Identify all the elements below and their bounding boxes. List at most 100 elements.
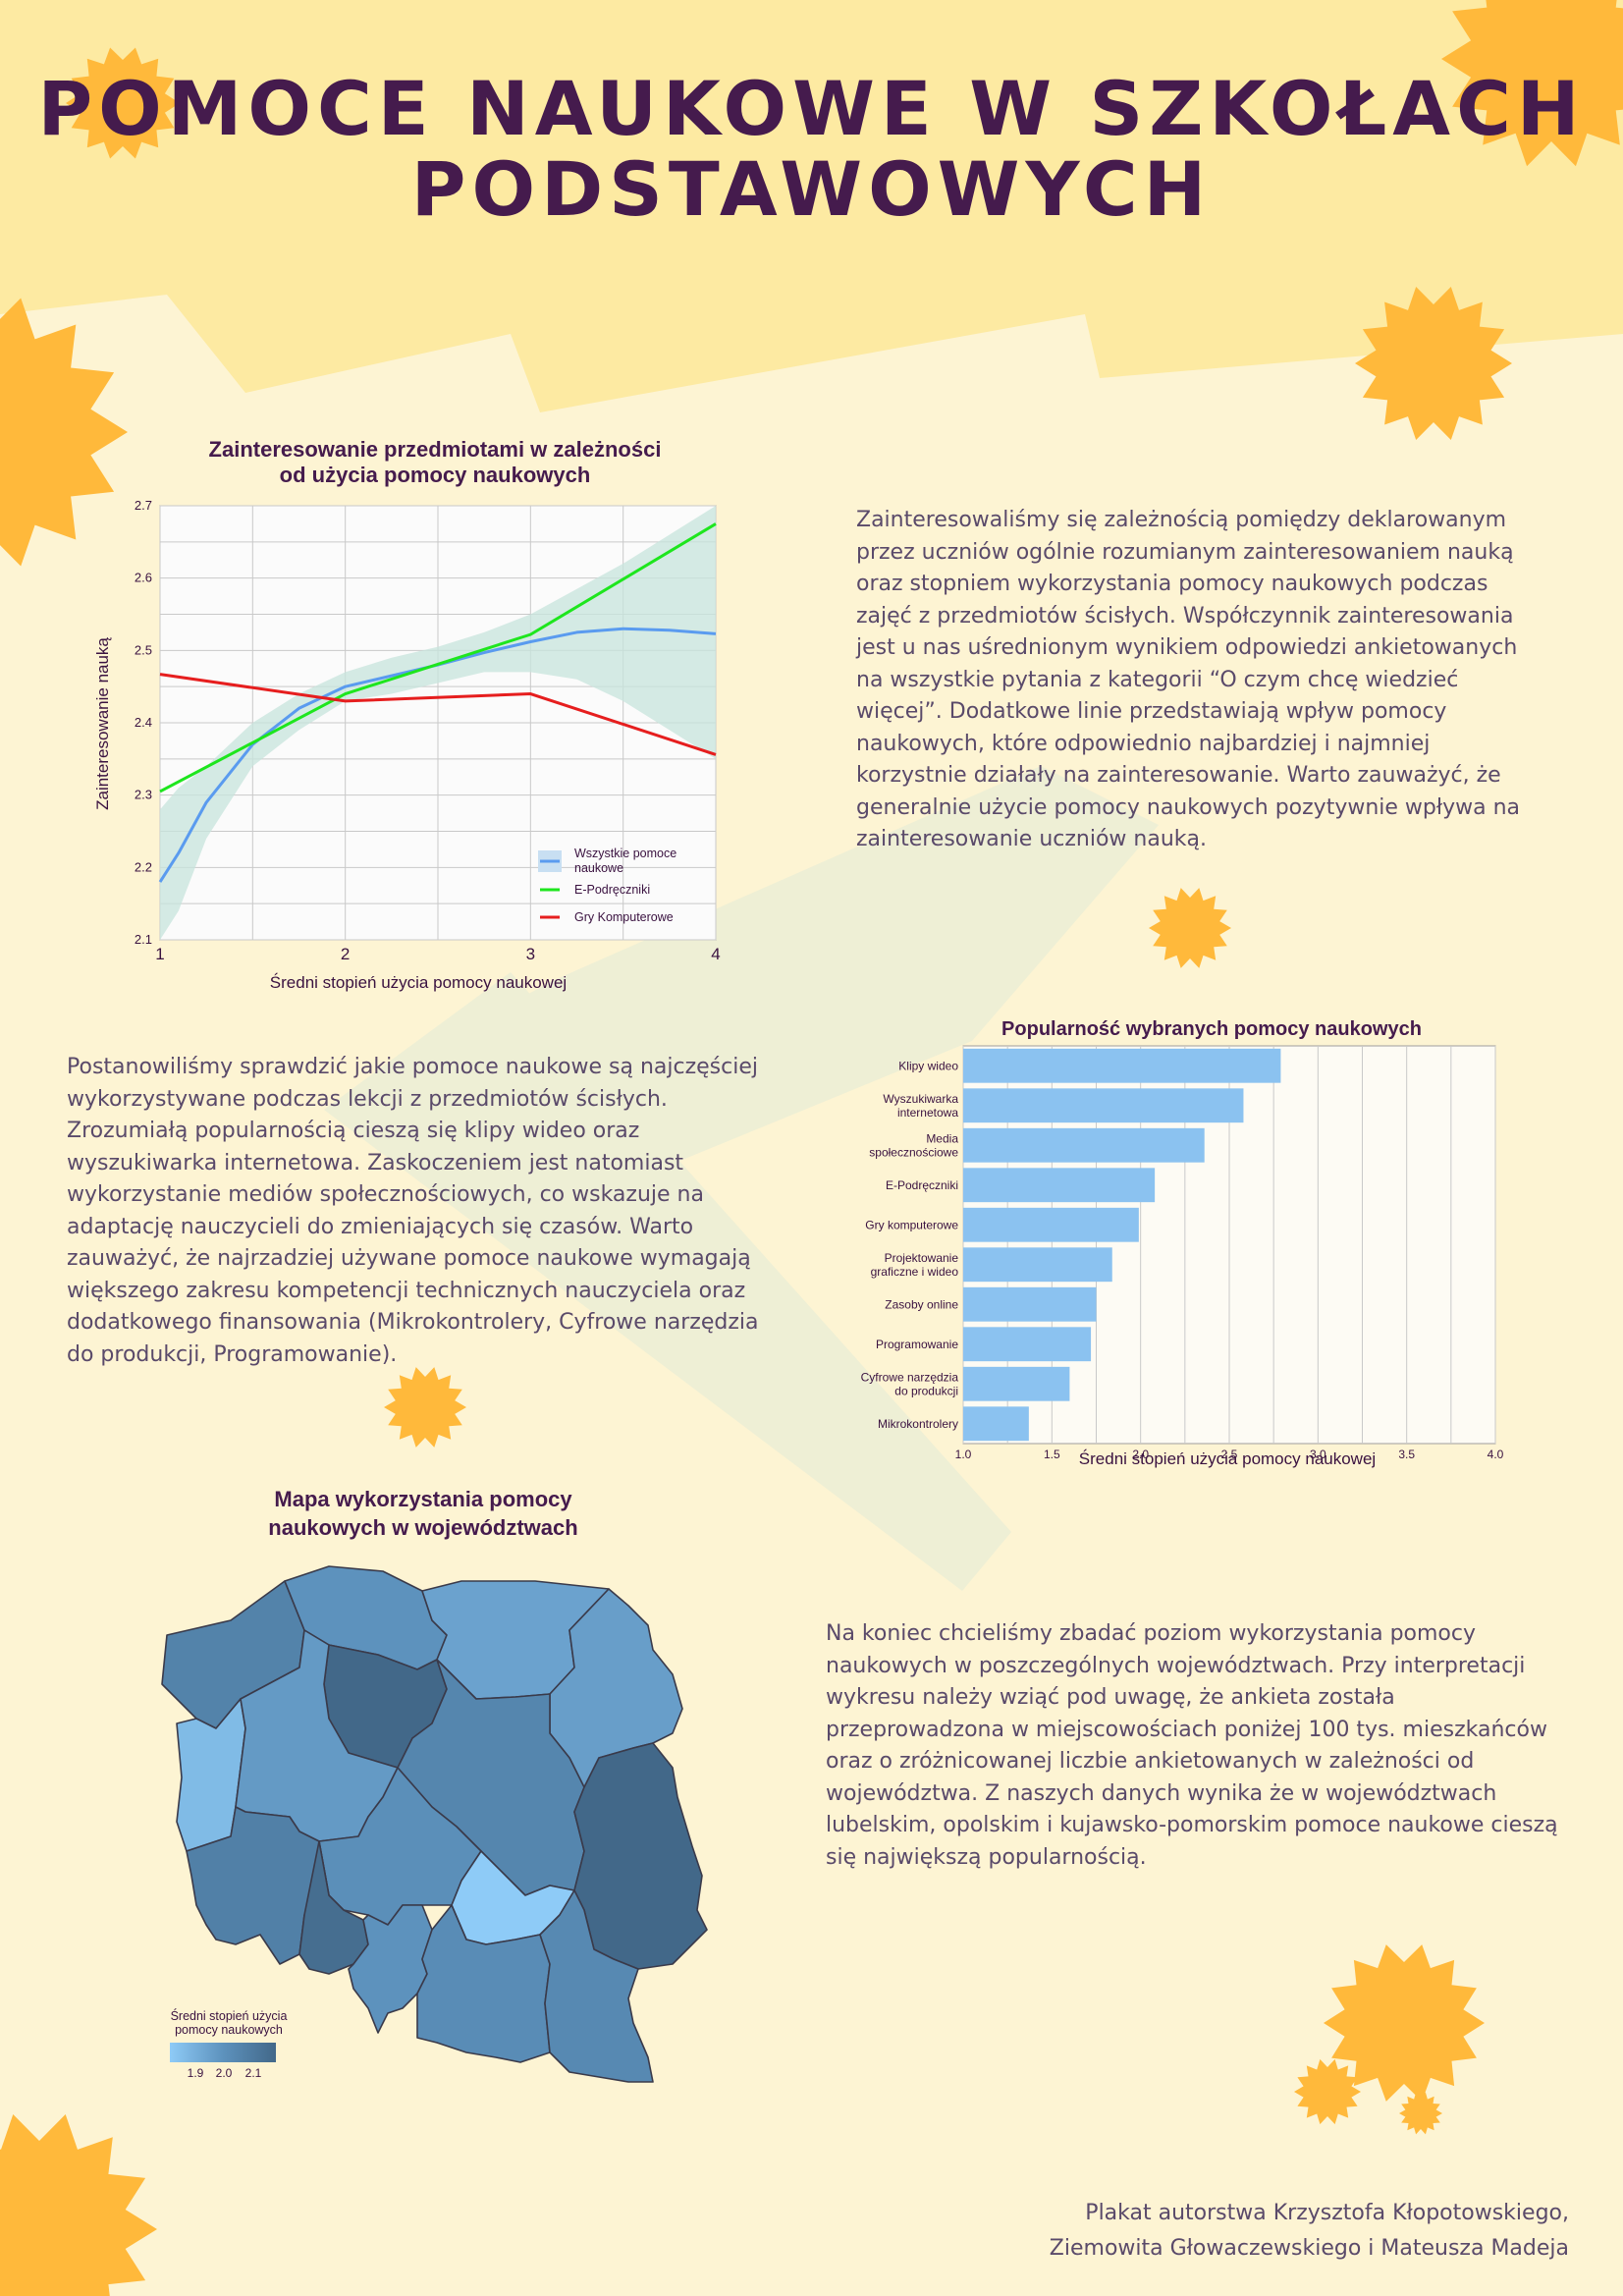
paragraph-interest: Zainteresowaliśmy się zależnością pomięd… — [856, 508, 1521, 851]
sun-top-left — [66, 47, 180, 159]
sun-bottom-right-big — [1324, 1944, 1485, 2102]
series-line-2 — [159, 673, 717, 756]
y-tick-label: 2.7 — [135, 498, 152, 513]
x-tick-label: 3.0 — [1310, 1448, 1326, 1461]
popularity-bar-chart: Popularność wybranych pomocy naukowych K… — [861, 1018, 1504, 1468]
sun-bottom-left — [0, 2114, 157, 2296]
bar — [963, 1366, 1070, 1401]
line-chart-title-line-1: Zainteresowanie przedmiotami w zależnośc… — [209, 437, 662, 462]
x-tick-label: 4 — [711, 945, 720, 963]
top-yellow-band — [0, 0, 1623, 412]
x-tick-label: 1.5 — [1044, 1448, 1060, 1461]
map-legend-colorbar — [170, 2043, 276, 2062]
x-tick-label: 2.0 — [1132, 1448, 1149, 1461]
x-tick-label: 2.5 — [1221, 1448, 1238, 1461]
category-label: społecznościowe — [869, 1145, 958, 1159]
line-chart-title-line-2: od użycia pomocy naukowych — [280, 463, 591, 487]
bar — [963, 1048, 1281, 1083]
confidence-band — [160, 506, 716, 940]
category-label: Projektowanie — [885, 1251, 959, 1265]
region-dolnoslaskie[interactable] — [186, 1806, 330, 1965]
bar-chart-x-axis-label: Średni stopień użycia pomocy naukowej — [1079, 1449, 1376, 1468]
line-chart-x-ticks: 1 2 3 4 — [155, 945, 720, 963]
map-legend: Średni stopień użycia pomocy naukowych 1… — [170, 2008, 287, 2080]
y-tick-label: 2.4 — [135, 715, 152, 730]
title-line-1: POMOCE NAUKOWE W SZKOŁACH — [37, 65, 1586, 152]
x-tick-label: 4.0 — [1488, 1448, 1504, 1461]
credits-line-2: Ziemowita Głowaczewskiego i Mateusza Mad… — [1049, 2236, 1569, 2261]
region-podkarpackie[interactable] — [539, 1889, 654, 2083]
map-title-line-1: Mapa wykorzystania pomocy — [274, 1487, 572, 1511]
sun-small-left — [384, 1367, 466, 1448]
map-legend-tick-2: 2.0 — [216, 2066, 233, 2080]
legend-label-all-aids-1: Wszystkie pomoce — [574, 847, 676, 860]
y-tick-label: 2.3 — [135, 788, 152, 802]
series-line-1 — [159, 522, 717, 793]
category-label: Media — [926, 1131, 958, 1145]
credits: Plakat autorstwa Krzysztofa Kłopotowskie… — [1050, 2196, 1569, 2267]
region-slaskie[interactable] — [348, 1904, 433, 2034]
bar-chart-bars — [963, 1048, 1281, 1442]
line-chart-x-axis-label: Średni stopień użycia pomocy naukowej — [270, 973, 567, 992]
x-tick-label: 1 — [155, 945, 164, 963]
bar — [963, 1168, 1156, 1203]
line-chart-series — [158, 522, 717, 883]
map-regions — [161, 1565, 708, 2083]
map-legend-title-line-1: Średni stopień użycia — [171, 2008, 288, 2023]
category-label: Programowanie — [876, 1338, 958, 1351]
paragraph-popularity: Postanowiliśmy sprawdzić jakie pomoce na… — [67, 1055, 759, 1367]
line-chart-y-ticks: 2.1 2.2 2.3 2.4 2.5 2.6 2.7 — [135, 498, 152, 947]
map-legend-title-line-2: pomocy naukowych — [175, 2023, 283, 2037]
category-label: Wyszukiwarka — [883, 1092, 958, 1106]
category-label: E-Podręczniki — [886, 1178, 958, 1192]
paragraph-map: Na koniec chcieliśmy zbadać poziom wykor… — [826, 1621, 1558, 1870]
category-label: Mikrokontrolery — [878, 1417, 958, 1431]
bar — [963, 1406, 1029, 1442]
line-chart-confidence-band — [160, 506, 716, 940]
x-tick-label: 2 — [341, 945, 350, 963]
x-tick-label: 3.5 — [1398, 1448, 1415, 1461]
category-label: Gry komputerowe — [865, 1218, 958, 1231]
y-tick-label: 2.2 — [135, 859, 152, 874]
sun-small-right — [1149, 888, 1231, 968]
sun-left-edge — [0, 298, 128, 567]
page-title: POMOCE NAUKOWE W SZKOŁACH PODSTAWOWYCH — [0, 69, 1623, 230]
sun-bottom-right-small — [1294, 2058, 1361, 2125]
map-title-line-2: naukowych w województwach — [268, 1515, 577, 1540]
bar-chart-x-ticks: 1.0 1.5 2.0 2.5 3.0 3.5 4.0 — [955, 1448, 1504, 1461]
line-chart-y-axis-label: Zainteresowanie nauką — [93, 637, 112, 810]
interest-line-chart: Zainteresowanie przedmiotami w zależnośc… — [93, 437, 721, 992]
y-tick-label: 2.1 — [135, 932, 152, 947]
line-chart-legend: Wszystkie pomoce naukowe E-Podręczniki G… — [538, 847, 676, 924]
x-tick-label: 3 — [526, 945, 535, 963]
category-label: do produkcji — [894, 1384, 958, 1397]
category-label: Zasoby online — [885, 1297, 958, 1311]
voivodeship-map: Mapa wykorzystania pomocy naukowych w wo… — [161, 1487, 708, 2083]
region-lubelskie[interactable] — [573, 1742, 708, 1970]
bar-chart-title: Popularność wybranych pomocy naukowych — [1001, 1018, 1422, 1040]
bar — [963, 1088, 1244, 1123]
title-line-2: PODSTAWOWYCH — [410, 145, 1213, 233]
sun-top-right — [1441, 0, 1623, 167]
legend-label-gry: Gry Komputerowe — [574, 910, 674, 924]
map-legend-tick-1: 1.9 — [188, 2066, 204, 2080]
y-tick-label: 2.6 — [135, 571, 152, 585]
bar — [963, 1247, 1112, 1283]
legend-label-e-podreczniki: E-Podręczniki — [574, 883, 650, 897]
category-label: internetowa — [897, 1106, 958, 1120]
faint-check-arrow — [324, 766, 1159, 1591]
category-label: graficzne i wideo — [871, 1265, 959, 1279]
sun-right-middle — [1355, 287, 1512, 440]
bar — [963, 1207, 1139, 1242]
category-label: Cyfrowe narzędzia — [861, 1370, 959, 1384]
y-tick-label: 2.5 — [135, 642, 152, 657]
map-legend-tick-3: 2.1 — [245, 2066, 262, 2080]
sun-bottom-right-tiny — [1399, 2092, 1442, 2135]
bar — [963, 1286, 1097, 1322]
credits-line-1: Plakat autorstwa Krzysztofa Kłopotowskie… — [1085, 2201, 1569, 2225]
bar — [963, 1127, 1205, 1163]
x-tick-label: 1.0 — [955, 1448, 972, 1461]
legend-label-all-aids-2: naukowe — [574, 861, 623, 875]
